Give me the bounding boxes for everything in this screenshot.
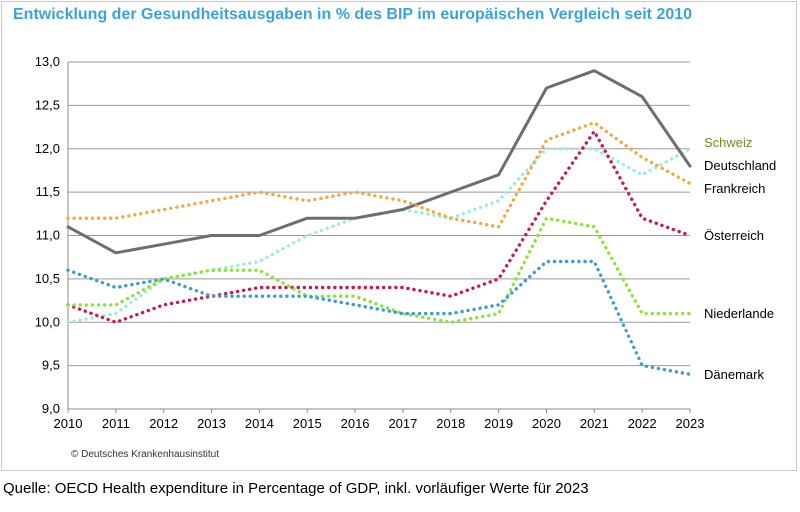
- series-line-deutschland: [66, 69, 692, 255]
- y-tick-label: 10,5: [35, 271, 60, 286]
- x-tick-label: 2014: [245, 416, 274, 431]
- y-tick-label: 9,5: [42, 358, 60, 373]
- source-note: Quelle: OECD Health expenditure in Perce…: [3, 480, 589, 497]
- chart-title: Entwicklung der Gesundheitsausgaben in %…: [13, 6, 693, 23]
- y-tick-label: 9,0: [42, 401, 60, 416]
- series-line-dänemark: [66, 259, 692, 376]
- x-tick-label: 2018: [436, 416, 465, 431]
- x-tick-label: 2012: [149, 416, 178, 431]
- series-label: Schweiz: [704, 135, 752, 150]
- x-tick-label: 2022: [628, 416, 657, 431]
- y-tick-label: 12,0: [35, 141, 60, 156]
- x-tick-label: 2023: [676, 416, 705, 431]
- y-tick-label: 13,0: [35, 54, 60, 69]
- x-tick-label: 2017: [388, 416, 417, 431]
- y-tick-label: 12,5: [35, 97, 60, 112]
- series-label: Österreich: [704, 228, 764, 243]
- x-tick-label: 2011: [102, 416, 130, 431]
- x-tick-label: 2020: [532, 416, 561, 431]
- y-tick-label: 11,5: [36, 184, 60, 199]
- x-tick-label: 2010: [54, 416, 83, 431]
- series-label: Dänemark: [704, 367, 764, 382]
- series-line-österreich: [66, 129, 692, 324]
- series-line-frankreich: [66, 120, 692, 229]
- y-tick-label: 10,0: [35, 314, 60, 329]
- x-tick-label: 2019: [484, 416, 513, 431]
- y-tick-label: 11,0: [36, 228, 60, 243]
- x-tick-label: 2021: [580, 416, 609, 431]
- x-tick-label: 2015: [293, 416, 322, 431]
- x-tick-label: 2013: [197, 416, 226, 431]
- series-label: Niederlande: [704, 306, 774, 321]
- copyright-note: © Deutsches Krankenhausinstitut: [71, 449, 220, 460]
- series-label: Frankreich: [704, 181, 765, 196]
- x-tick-label: 2016: [341, 416, 370, 431]
- series-label: Deutschland: [704, 158, 776, 173]
- series-line-niederlande: [66, 216, 692, 324]
